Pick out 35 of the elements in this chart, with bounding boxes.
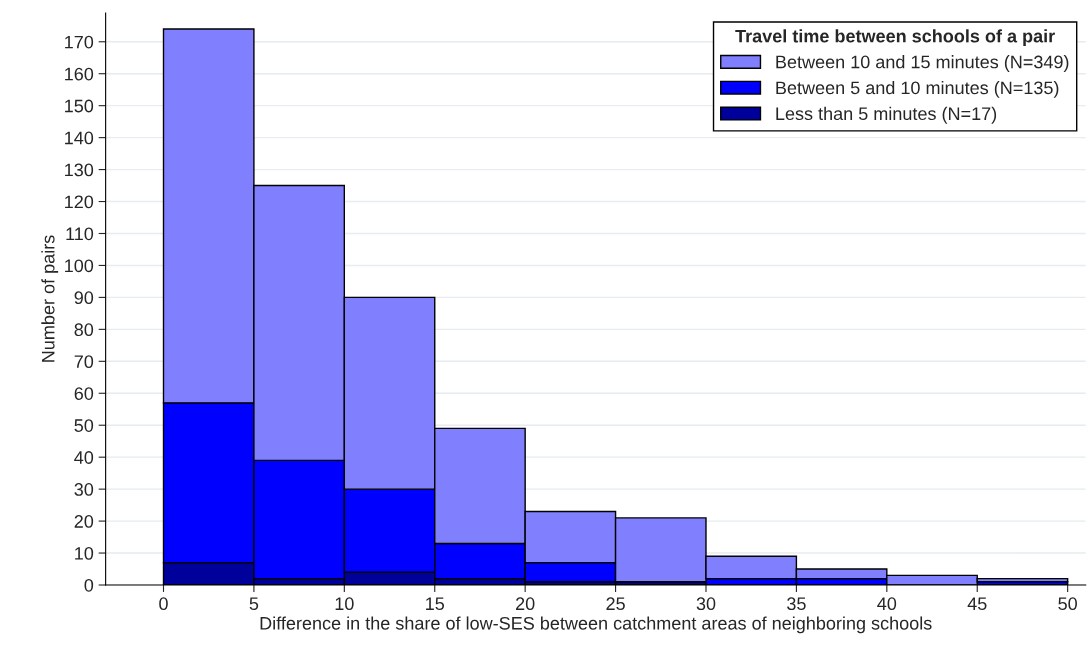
y-tick-label: 40 bbox=[74, 451, 94, 464]
y-tick-label: 50 bbox=[74, 419, 94, 432]
legend-label: Between 10 and 15 minutes (N=349) bbox=[776, 55, 1069, 72]
x-tick-label: 10 bbox=[335, 597, 354, 611]
x-tick-label: 50 bbox=[1058, 597, 1077, 611]
x-tick-label: 45 bbox=[967, 597, 987, 611]
x-tick-label: 0 bbox=[159, 597, 168, 611]
x-tick-label: 40 bbox=[877, 597, 897, 611]
x-tick-label: 35 bbox=[787, 597, 806, 611]
y-tick-label: 10 bbox=[75, 546, 94, 560]
y-tick-label: 110 bbox=[66, 227, 94, 241]
y-tick-label: 120 bbox=[65, 195, 94, 209]
y-tick-label: 20 bbox=[74, 515, 94, 528]
x-tick-label: 20 bbox=[516, 597, 535, 611]
y-tick-label: 60 bbox=[74, 387, 94, 400]
x-tick-label: 15 bbox=[426, 597, 445, 611]
legend-label: Less than 5 minutes (N=17) bbox=[776, 106, 997, 124]
y-axis-title: Number of pairs bbox=[41, 235, 59, 362]
y-tick-label: 150 bbox=[65, 99, 94, 113]
x-tick-label: 5 bbox=[249, 597, 259, 611]
y-tick-label: 70 bbox=[74, 355, 94, 369]
y-tick-label: 0 bbox=[84, 578, 94, 592]
y-tick-label: 160 bbox=[65, 67, 94, 81]
legend-title: Travel time between schools of a pair bbox=[735, 29, 1055, 47]
x-tick-label: 30 bbox=[696, 597, 716, 611]
y-tick-label: 170 bbox=[65, 35, 94, 49]
y-tick-label: 130 bbox=[65, 163, 94, 177]
y-tick-label: 100 bbox=[65, 259, 94, 273]
y-tick-label: 140 bbox=[65, 131, 94, 145]
y-tick-label: 80 bbox=[74, 323, 94, 337]
y-tick-label: 30 bbox=[74, 483, 94, 496]
x-tick-label: 25 bbox=[606, 597, 625, 611]
x-axis-title: Difference in the share of low-SES between catchment areas of neighboring schools bbox=[260, 616, 932, 634]
legend-label: Between 5 and 10 minutes (N=135) bbox=[776, 80, 1059, 98]
y-tick-label: 90 bbox=[74, 291, 94, 305]
